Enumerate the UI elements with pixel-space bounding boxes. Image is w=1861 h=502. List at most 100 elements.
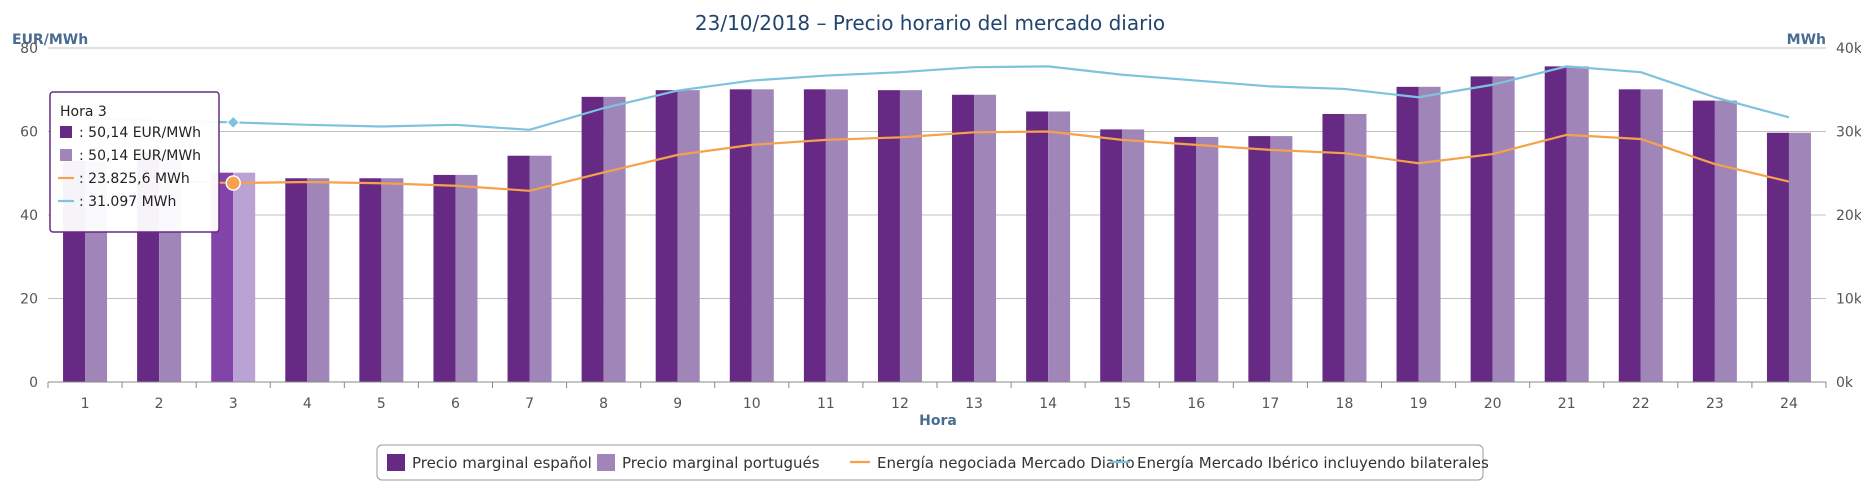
- y-right-tick-label: 20k: [1836, 208, 1861, 224]
- y-right-tick-label: 10k: [1836, 292, 1861, 308]
- tooltip: Hora 3 : 50,14 EUR/MWh : 50,14 EUR/MWh : 2…: [49, 91, 220, 233]
- x-tick-label: 6: [451, 396, 460, 412]
- legend-swatch-portugues[interactable]: [597, 454, 615, 471]
- x-tick-label: 18: [1336, 396, 1354, 412]
- bar-precio-espanol: [1174, 136, 1197, 382]
- x-tick-label: 7: [525, 396, 534, 412]
- bar-precio-espanol: [1322, 113, 1345, 382]
- y-axis-left-title: EUR/MWh: [12, 32, 88, 48]
- marker-energia-iberico: [226, 115, 240, 130]
- legend-label[interactable]: Energía Mercado Ibérico incluyendo bilat…: [1137, 454, 1489, 472]
- tooltip-rows: : 50,14 EUR/MWh : 50,14 EUR/MWh : 23.825,6…: [58, 125, 201, 210]
- x-tick-label: 15: [1113, 396, 1131, 412]
- x-tick-label: 3: [229, 396, 238, 412]
- x-tick-label: 22: [1632, 396, 1650, 412]
- legend-swatch-espanol[interactable]: [387, 454, 405, 471]
- tooltip-row: : 23.825,6 MWh: [79, 171, 190, 187]
- x-tick-label: 10: [743, 396, 761, 412]
- y-left-tick-label: 40: [20, 208, 38, 224]
- y-left-tick-label: 0: [29, 375, 38, 391]
- x-tick-label: 9: [673, 396, 682, 412]
- line-series: [85, 65, 1790, 192]
- bar-precio-espanol: [1618, 89, 1641, 383]
- legend-items: Precio marginal español Precio marginal p…: [387, 454, 1489, 472]
- x-axis: 1 2 3 4 5 6 7 8 9 10 11 12 13 14 15 16 17 18 19 20 21 22 23 24: [47, 381, 1827, 412]
- bar-precio-portugues: [1640, 89, 1663, 383]
- y-left-tick-label: 20: [20, 292, 38, 308]
- x-axis-title: Hora: [919, 413, 957, 429]
- bar-precio-espanol: [1544, 66, 1567, 383]
- tooltip-swatch: [60, 149, 72, 161]
- legend: Precio marginal español Precio marginal p…: [376, 444, 1489, 481]
- x-tick-label: 8: [599, 396, 608, 412]
- bar-precio-espanol: [1470, 76, 1493, 382]
- bar-precio-portugues: [751, 89, 774, 383]
- bar-precio-portugues: [1196, 136, 1219, 382]
- bar-precio-portugues: [1048, 111, 1071, 383]
- bar-precio-portugues: [677, 90, 700, 382]
- legend-label[interactable]: Precio marginal portugués: [622, 454, 820, 472]
- bar-precio-portugues: [1566, 66, 1589, 383]
- bar-precio-portugues: [1344, 113, 1367, 382]
- bar-precio-portugues: [1418, 86, 1441, 382]
- line-energia-negociada: [85, 130, 1790, 192]
- bar-precio-espanol: [729, 89, 752, 383]
- tooltip-title: Hora 3: [60, 104, 107, 120]
- y-axis-left-ticks: 0 20 40 60 80: [20, 41, 38, 391]
- hover-markers: [225, 115, 241, 191]
- x-tick-label: 13: [965, 396, 983, 412]
- x-tick-label: 4: [303, 396, 312, 412]
- bar-precio-espanol: [1100, 129, 1123, 382]
- y-left-tick-label: 60: [20, 125, 38, 141]
- legend-label[interactable]: Precio marginal español: [412, 454, 592, 472]
- legend-box: [376, 444, 1484, 481]
- x-tick-label: 2: [155, 396, 164, 412]
- x-tick-label: 16: [1187, 396, 1205, 412]
- bar-precio-portugues: [603, 96, 626, 382]
- bar-precio-portugues: [307, 178, 330, 382]
- y-right-tick-label: 30k: [1836, 125, 1861, 141]
- bar-precio-espanol: [1766, 132, 1789, 382]
- x-tick-label: 23: [1706, 396, 1724, 412]
- x-tick-label: 11: [817, 396, 835, 412]
- bar-precio-espanol: [952, 94, 975, 382]
- bar-precio-espanol: [285, 178, 308, 382]
- bar-precio-espanol: [803, 89, 826, 383]
- bar-precio-espanol: [1248, 136, 1271, 382]
- bar-series: [63, 66, 1811, 383]
- bar-precio-espanol: [877, 90, 900, 382]
- bar-precio-portugues: [529, 155, 552, 382]
- bar-precio-portugues: [381, 178, 404, 382]
- tooltip-row: : 50,14 EUR/MWh: [79, 125, 201, 141]
- bar-precio-portugues: [1270, 136, 1293, 382]
- tooltip-row: : 31.097 MWh: [79, 194, 176, 210]
- y-right-tick-label: 40k: [1836, 41, 1861, 57]
- bar-precio-espanol: [433, 174, 456, 382]
- bar-precio-espanol: [581, 96, 604, 382]
- bar-precio-portugues: [1788, 132, 1811, 382]
- y-left-tick-label: 80: [20, 41, 38, 57]
- bar-precio-espanol: [507, 155, 530, 382]
- bar-precio-portugues: [899, 90, 922, 382]
- bar-precio-espanol: [1026, 111, 1049, 383]
- legend-label[interactable]: Energía negociada Mercado Diario: [877, 454, 1135, 472]
- bar-precio-portugues: [455, 174, 478, 382]
- bar-precio-portugues: [974, 94, 997, 382]
- x-tick-label: 1: [81, 396, 90, 412]
- x-tick-label: 14: [1039, 396, 1057, 412]
- marker-energia-negociada: [225, 175, 241, 191]
- x-tick-label: 12: [891, 396, 909, 412]
- line-energia-iberico: [85, 65, 1790, 131]
- x-tick-label: 5: [377, 396, 386, 412]
- x-tick-label: 19: [1410, 396, 1428, 412]
- x-tick-label: 24: [1780, 396, 1798, 412]
- gridlines: [48, 47, 1826, 299]
- tooltip-swatch: [60, 126, 72, 138]
- bar-precio-espanol: [655, 90, 678, 382]
- x-tick-label: 17: [1261, 396, 1279, 412]
- x-tick-label: 20: [1484, 396, 1502, 412]
- bar-precio-espanol: [1396, 86, 1419, 382]
- y-right-tick-label: 0k: [1836, 375, 1854, 391]
- tooltip-row: : 50,14 EUR/MWh: [79, 148, 201, 164]
